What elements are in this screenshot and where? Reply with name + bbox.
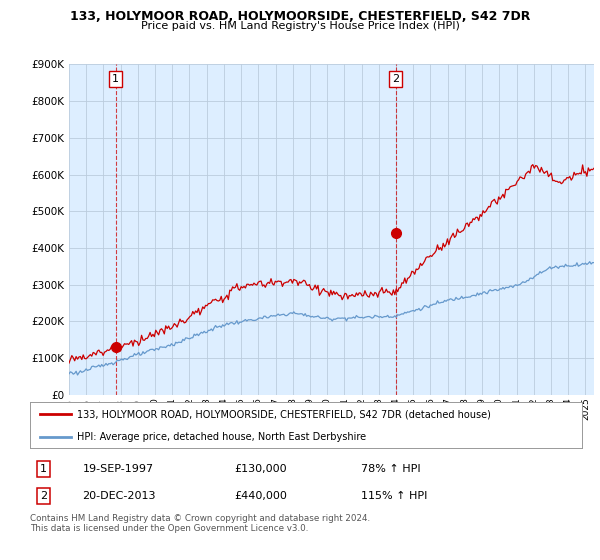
Text: £440,000: £440,000: [234, 491, 287, 501]
Text: £130,000: £130,000: [234, 464, 287, 474]
Text: 2: 2: [392, 74, 399, 84]
Text: Contains HM Land Registry data © Crown copyright and database right 2024.
This d: Contains HM Land Registry data © Crown c…: [30, 514, 370, 534]
Text: 1: 1: [112, 74, 119, 84]
Text: 133, HOLYMOOR ROAD, HOLYMOORSIDE, CHESTERFIELD, S42 7DR: 133, HOLYMOOR ROAD, HOLYMOORSIDE, CHESTE…: [70, 10, 530, 23]
Text: 1: 1: [40, 464, 47, 474]
Text: 19-SEP-1997: 19-SEP-1997: [82, 464, 154, 474]
Text: HPI: Average price, detached house, North East Derbyshire: HPI: Average price, detached house, Nort…: [77, 432, 366, 441]
Text: 115% ↑ HPI: 115% ↑ HPI: [361, 491, 428, 501]
Text: 20-DEC-2013: 20-DEC-2013: [82, 491, 156, 501]
Text: 2: 2: [40, 491, 47, 501]
Text: 133, HOLYMOOR ROAD, HOLYMOORSIDE, CHESTERFIELD, S42 7DR (detached house): 133, HOLYMOOR ROAD, HOLYMOORSIDE, CHESTE…: [77, 409, 491, 419]
Text: Price paid vs. HM Land Registry's House Price Index (HPI): Price paid vs. HM Land Registry's House …: [140, 21, 460, 31]
Text: 78% ↑ HPI: 78% ↑ HPI: [361, 464, 421, 474]
